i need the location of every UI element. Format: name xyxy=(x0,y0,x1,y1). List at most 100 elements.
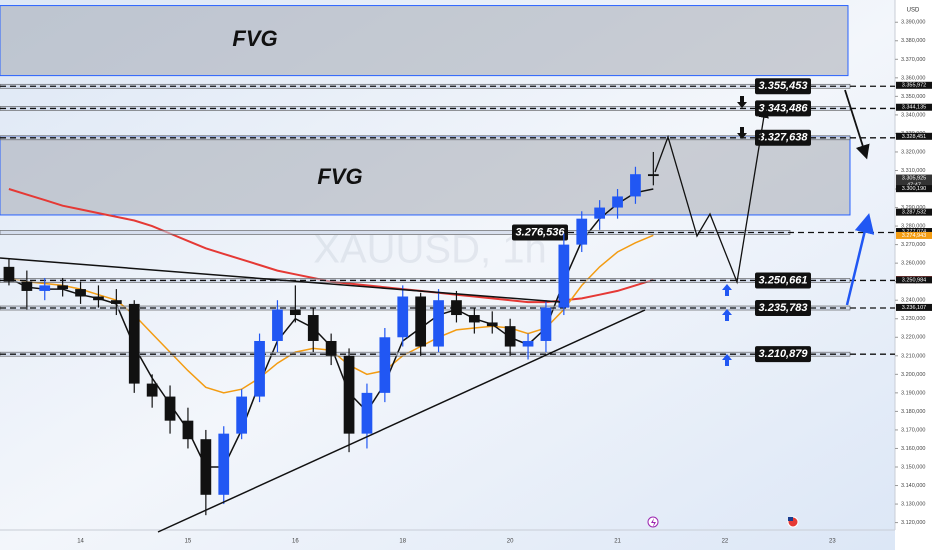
up-arrow xyxy=(722,309,732,321)
price-axis xyxy=(895,0,932,550)
x-tick-label: 22 xyxy=(722,539,729,545)
down-arrow xyxy=(737,127,747,139)
candle-body xyxy=(3,266,15,282)
y-tick-label: 3.190,000 xyxy=(901,390,925,396)
y-tick-label: 3.370,000 xyxy=(901,57,925,63)
price-tag-label: 3.250,984 xyxy=(902,277,926,283)
y-tick-label: 3.230,000 xyxy=(901,316,925,322)
level-label-box xyxy=(755,100,811,117)
zone-label: FVG xyxy=(232,26,277,51)
candle-body xyxy=(415,296,427,347)
event-icon xyxy=(651,518,656,527)
y-tick-label: 3.280,000 xyxy=(901,224,925,230)
price-tag xyxy=(896,132,932,140)
x-tick-label: 20 xyxy=(507,539,514,545)
candle-body xyxy=(236,396,248,434)
candle-body xyxy=(379,337,391,393)
y-tick-label: 3.120,000 xyxy=(901,520,925,526)
y-tick-label: 3.350,000 xyxy=(901,94,925,100)
y-tick-label: 3.170,000 xyxy=(901,427,925,433)
price-tag xyxy=(896,81,932,89)
candle-body xyxy=(75,289,86,297)
y-tick-label: 3.180,000 xyxy=(901,409,925,415)
y-tick-label: 3.310,000 xyxy=(901,168,925,174)
y-tick-label: 3.260,000 xyxy=(901,261,925,267)
price-tag xyxy=(896,208,932,216)
candle-body xyxy=(182,420,194,440)
price-tag-label: 3.305,925 xyxy=(902,175,926,181)
candle-body xyxy=(254,340,265,397)
y-tick-label: 3.220,000 xyxy=(901,335,925,341)
y-tick-label: 3.270,000 xyxy=(901,242,925,248)
price-tag xyxy=(896,103,932,111)
trend-line xyxy=(0,257,561,303)
projection-path xyxy=(654,107,769,285)
candle-body xyxy=(397,296,409,338)
candle-body xyxy=(630,174,641,197)
y-tick-label: 3.320,000 xyxy=(901,149,925,155)
candle-body xyxy=(272,309,283,341)
candle-body xyxy=(558,244,570,308)
price-tag xyxy=(896,276,932,284)
up-arrow xyxy=(722,354,732,366)
x-tick-label: 23 xyxy=(829,539,836,545)
y-tick-label: 3.160,000 xyxy=(901,446,925,452)
candle-body xyxy=(200,439,212,495)
candle-body xyxy=(433,300,444,347)
level-label-box xyxy=(755,300,811,317)
y-tick-label: 3.240,000 xyxy=(901,298,925,304)
candle-body xyxy=(128,303,140,384)
arrow xyxy=(845,213,875,306)
fvg-zone xyxy=(0,135,851,216)
candle-body xyxy=(289,309,301,316)
price-tag xyxy=(896,303,932,311)
level-label-box xyxy=(755,78,811,95)
price-tag-label: 3.300,190 xyxy=(902,186,926,192)
up-arrow xyxy=(722,284,732,296)
candle-body xyxy=(39,285,51,291)
candle-body xyxy=(451,300,462,316)
price-tag-label: 3.274,943 xyxy=(902,233,926,239)
level-label-box xyxy=(512,224,568,241)
level-label: 3.327,638 xyxy=(759,132,809,144)
y-tick-label: 3.380,000 xyxy=(901,38,925,44)
level-label: 3.210,879 xyxy=(759,348,809,360)
y-tick-label: 3.390,000 xyxy=(901,20,925,26)
candle-body xyxy=(504,326,516,347)
level-label: 3.355,453 xyxy=(759,80,808,92)
flag-icon xyxy=(788,517,793,521)
candle-body xyxy=(164,396,176,421)
y-tick-label: 3.130,000 xyxy=(901,502,925,508)
x-tick-label: 15 xyxy=(185,539,192,545)
level-label: 3.276,536 xyxy=(516,226,566,238)
y-tick-label: 3.140,000 xyxy=(901,483,925,489)
candle-body xyxy=(325,340,337,356)
currency: USD xyxy=(907,8,920,14)
candle-body xyxy=(522,340,534,347)
candle-body xyxy=(57,285,69,290)
x-tick-label: 21 xyxy=(614,539,621,545)
candle-body xyxy=(594,207,606,219)
candle-body xyxy=(343,355,355,434)
zone-label: FVG xyxy=(317,164,362,189)
candle-body xyxy=(540,307,552,341)
candle-body xyxy=(21,281,33,291)
price-tag xyxy=(896,185,932,193)
x-tick-label: 18 xyxy=(399,539,406,545)
x-tick-label: 16 xyxy=(292,539,299,545)
candle-body xyxy=(486,322,498,327)
level-label-box xyxy=(755,346,811,363)
price-tag xyxy=(896,228,932,236)
candle-body xyxy=(93,296,104,301)
price-tag xyxy=(896,231,932,239)
y-tick-label: 3.360,000 xyxy=(901,75,925,81)
y-tick-label: 3.200,000 xyxy=(901,372,925,378)
price-tag-label: 3.344,135 xyxy=(902,105,926,111)
price-tag-label: 3.355,972 xyxy=(902,83,926,89)
level-label-box xyxy=(755,129,811,146)
candle-body xyxy=(218,433,230,495)
level-label-box xyxy=(755,272,811,289)
y-tick-label: 3.340,000 xyxy=(901,112,925,118)
y-tick-label: 3.290,000 xyxy=(901,205,925,211)
